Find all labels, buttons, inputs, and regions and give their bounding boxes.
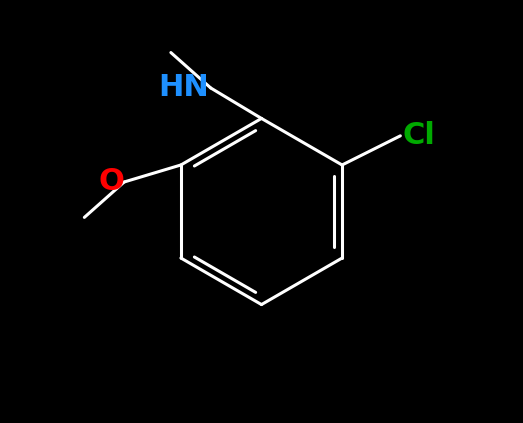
Text: Cl: Cl bbox=[403, 121, 435, 150]
Text: HN: HN bbox=[158, 74, 209, 102]
Text: O: O bbox=[98, 168, 124, 197]
